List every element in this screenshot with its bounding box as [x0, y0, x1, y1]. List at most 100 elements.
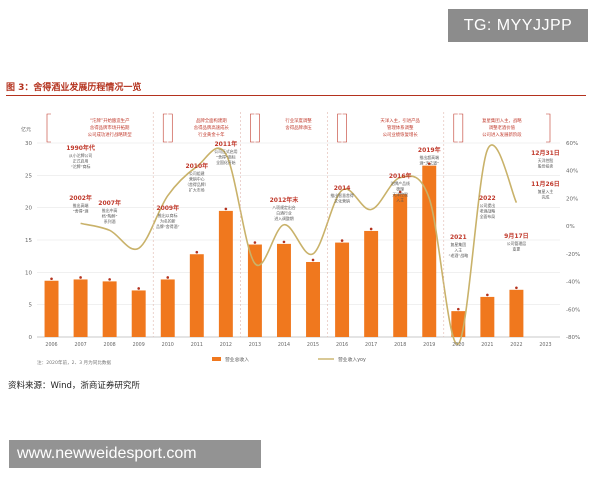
x-tick-label: 2016 [336, 342, 348, 348]
x-tick-label: 2023 [539, 342, 551, 348]
revenue-bar [131, 290, 146, 337]
figure-title: 图 3：舍得酒业发展历程情况一览 [6, 83, 142, 93]
milestone-year: 2016年 [389, 172, 412, 180]
right-tick-label: -20% [566, 252, 580, 258]
x-tick-label: 2015 [307, 342, 319, 348]
milestone-note: 文化营销 [334, 199, 350, 204]
watermark-badge: TG: MYYJJPP [448, 9, 588, 42]
phase-bracket-left [162, 113, 168, 143]
milestone-year: 2021 [450, 234, 467, 241]
right-tick-label: -80% [566, 335, 580, 341]
milestone-note: 公司提出 [480, 203, 496, 208]
milestone-note: 推出智慧舍得 [330, 193, 353, 198]
milestone-marker-dot [253, 241, 257, 244]
x-tick-label: 2022 [510, 342, 522, 348]
revenue-bar [276, 243, 291, 337]
phase-note-line: 舍得品牌高速成长 [194, 124, 230, 131]
milestone-marker-dot [369, 227, 373, 231]
x-tick-label: 2012 [220, 342, 232, 348]
milestone-note: 天洋控股 [392, 192, 408, 197]
milestone-note: 推出高端 [73, 203, 89, 208]
phase-note-line: 舍得品牌承压 [285, 124, 312, 131]
left-axis-unit: 亿元 [21, 126, 31, 133]
left-tick-label: 25 [25, 173, 32, 179]
milestone-marker-dot [166, 276, 170, 279]
milestone-note: （舍得品牌） [185, 182, 208, 187]
milestone-note: 八项规定出台 [272, 205, 295, 210]
x-tick-label: 2020 [452, 342, 464, 348]
milestone-note: 变更 [513, 247, 521, 252]
revenue-bar [44, 280, 59, 337]
milestone-note: 系列酒 [104, 219, 116, 224]
milestone-note: “舍得”商标 [216, 155, 236, 160]
left-tick-label: 5 [29, 303, 33, 309]
phase-note-line: 行业黄金十年 [198, 131, 225, 138]
x-tick-label: 2006 [45, 342, 57, 348]
milestone-marker-dot [457, 307, 460, 311]
milestone-note: 全面布局 [480, 214, 496, 219]
legend-line-label: 营业收入yoy [338, 356, 366, 363]
milestone-note: 推出中高 [102, 208, 118, 213]
phase-bracket-left [453, 113, 458, 143]
phase-note-line: 品牌全面构建期 [196, 117, 227, 124]
footer-url-badge: www.newweidesport.com [9, 440, 261, 468]
milestone-marker-dot [398, 190, 402, 194]
x-tick-label: 2011 [191, 342, 203, 348]
revenue-bar [480, 296, 495, 337]
revenue-bar [509, 289, 524, 337]
left-tick-label: 20 [25, 206, 32, 212]
milestone-note: 公司正式启用 [214, 149, 237, 154]
right-tick-label: -60% [566, 307, 580, 313]
milestone-note: 酒“天之道” [419, 161, 439, 166]
milestone-note: 营销中心 [189, 177, 205, 182]
x-tick-label: 2007 [74, 342, 86, 348]
phase-bracket-left [46, 113, 51, 143]
milestone-note: 推出以商标 [158, 213, 178, 218]
milestone-year: 2002年 [69, 194, 92, 202]
phase-note-line: “沱牌”开始酿造生产 [90, 117, 130, 124]
milestone-note: “舍得”酒 [73, 209, 89, 214]
milestone-note: 完成 [542, 195, 550, 200]
revenue-bar [364, 230, 379, 337]
revenue-bar [73, 279, 88, 337]
milestone-marker-dot [50, 277, 53, 281]
x-tick-label: 2013 [249, 342, 261, 348]
x-tick-label: 2021 [481, 342, 493, 348]
milestone-note: 入主 [396, 198, 404, 203]
yoy-line [80, 144, 518, 345]
milestone-note: 公司组建 [189, 171, 205, 176]
x-tick-label: 2010 [162, 342, 174, 348]
milestone-year: 9月17日 [504, 232, 529, 240]
phase-note-line: 行业深度调整 [285, 117, 312, 124]
phase-note-line: 公司进入发展新阶段 [482, 131, 522, 138]
phase-bracket-right [342, 113, 347, 143]
milestone-note: 沱牌产品线 [390, 181, 410, 186]
milestone-year: 2019年 [418, 146, 441, 154]
revenue-bar [247, 244, 262, 337]
x-tick-label: 2019 [423, 342, 435, 348]
milestone-marker-dot [486, 293, 489, 297]
milestone-note: 全国化开始 [216, 160, 236, 165]
phase-bracket-right [255, 113, 260, 143]
milestone-year: 2009年 [156, 204, 179, 212]
revenue-bar [451, 311, 466, 337]
milestone-marker-dot [282, 240, 286, 244]
milestone-note: “沱牌”商标 [71, 164, 91, 169]
milestone-marker-dot [108, 278, 111, 281]
milestone-marker-dot [340, 239, 344, 242]
milestone-note: 推出超高端 [420, 155, 440, 160]
revenue-bar [160, 279, 175, 337]
legend-bar-swatch [212, 357, 221, 361]
milestone-year: 2022 [479, 195, 496, 202]
revenue-bar [335, 242, 350, 337]
right-tick-label: 20% [566, 196, 578, 202]
revenue-bar [306, 261, 321, 337]
left-tick-label: 10 [25, 270, 32, 276]
revenue-bar [218, 210, 233, 337]
milestone-note: 公司管理层 [507, 241, 527, 246]
x-tick-label: 2014 [278, 342, 290, 348]
milestone-year: 2014 [334, 185, 351, 192]
phase-bracket-right [458, 113, 464, 143]
milestone-year: 2012年末 [270, 196, 300, 204]
